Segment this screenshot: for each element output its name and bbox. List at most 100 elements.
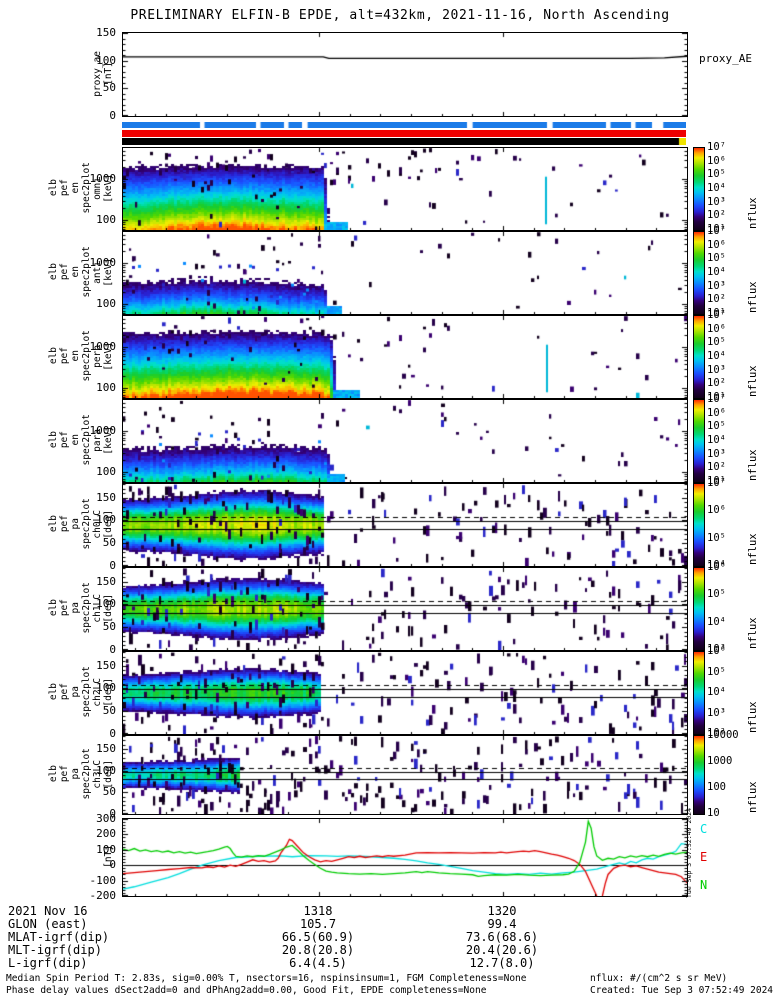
ylabel-word: elb	[48, 263, 59, 281]
colorbar-label-pa-ch2: nflux	[747, 701, 759, 733]
colorbar-ticks-en-anti: 10⁷ 10⁶ 10⁵ 10⁴ 10³ 10² 10¹	[707, 226, 753, 319]
ytick-label: 0	[109, 559, 116, 572]
colorbar-tick-label: 10³	[707, 363, 726, 376]
colorbar-tick-label: 10¹	[707, 475, 726, 487]
colorbar-tick-label: 10⁷	[707, 393, 726, 405]
colorbar-tick-label: 10⁷	[707, 225, 726, 237]
axis-row-label: 2021 Nov 16	[8, 904, 88, 918]
ytick-label: 100	[96, 465, 116, 479]
ytick-label: 50	[102, 620, 116, 634]
ytick-label: 100	[96, 681, 116, 695]
yticks-pa-ch2: 0 50 100 150	[74, 651, 118, 739]
axis-value: 6.4(4.5)	[289, 956, 347, 970]
ytick-label: 100	[96, 597, 116, 611]
colorbar-tick-label: 10⁴	[707, 434, 726, 446]
ytick-label: 1000	[89, 172, 117, 186]
ylabel-word: pef	[59, 347, 70, 365]
ytick-label: 1000	[89, 340, 117, 354]
colorbar-label-en-para: nflux	[747, 449, 759, 481]
colorbar-tick-label: 10⁴	[707, 559, 726, 571]
ytick-label: 0	[109, 727, 116, 740]
colorbar-ticks-pa-ch3: 10000 1000 100 10	[707, 730, 753, 819]
ytick-label: 100	[96, 763, 116, 777]
colorbar-tick-label: 10⁵	[707, 588, 726, 601]
ytick-label: 100	[96, 297, 116, 311]
plot-bfield	[122, 818, 688, 897]
footer-phase-delay: Phase delay values dSect2add=0 and dPhAn…	[6, 985, 487, 996]
colorbar-tick-label: 10²	[707, 293, 726, 306]
colorbar-tick-label: 10⁶	[707, 561, 726, 573]
ylabel-word: pef	[59, 683, 70, 701]
ylabel-word: pef	[59, 765, 70, 783]
proxy-ae-canvas	[123, 33, 687, 116]
spectrogram-pa-ch2	[122, 651, 688, 735]
colorbar-pa-ch0	[693, 483, 705, 567]
ytick-label: 1000	[89, 256, 117, 270]
axis-row-mlt: MLT-igrf(dip) 20.8(20.8) 20.4(20.6)	[0, 944, 775, 957]
colorbar-ticks-pa-ch2: 10⁶ 10⁵ 10⁴ 10³ 10²	[707, 646, 753, 739]
colorbar-en-omni	[693, 147, 705, 231]
colorbar-tick-label: 10⁴	[707, 266, 726, 278]
ytick-label: 150	[96, 574, 116, 588]
colorbar-ticks-en-omni: 10⁷ 10⁶ 10⁵ 10⁴ 10³ 10² 10¹	[707, 142, 753, 235]
ytick-label: 50	[102, 785, 116, 799]
axis-value: 66.5(60.9)	[281, 930, 355, 944]
yticks-en-perp: 100 1000	[74, 315, 118, 397]
axis-row-label: MLAT-igrf(dip)	[8, 930, 110, 944]
axis-tick-1318: 1318	[303, 904, 333, 918]
colorbar-tick-label: 10⁷	[707, 309, 726, 321]
ytick-label: 150	[96, 490, 116, 504]
colorbar-en-para	[693, 399, 705, 483]
colorbar-tick-label: 10³	[707, 279, 726, 292]
ytick-label: 50	[102, 81, 116, 95]
spectrogram-en-omni	[122, 147, 688, 231]
ylabel-word: pef	[59, 599, 70, 617]
plot-title: PRELIMINARY ELFIN-B EPDE, alt=432km, 202…	[130, 8, 670, 23]
colorbar-tick-label: 10⁵	[707, 420, 726, 433]
colorbar-tick-label: 10²	[707, 727, 726, 739]
yticks-proxy-ae: 0 50 100 150	[74, 27, 118, 121]
colorbar-tick-label: 10⁵	[707, 665, 726, 678]
ytick-label: 100	[96, 513, 116, 527]
en-anti-canvas	[123, 232, 687, 314]
status-bar-blue-canvas	[122, 122, 686, 128]
colorbar-tick-label: 10⁶	[707, 154, 726, 167]
colorbar-label-en-perp: nflux	[747, 365, 759, 397]
colorbar-pa-ch3	[693, 735, 705, 815]
colorbar-tick-label: 10¹	[707, 223, 726, 235]
colorbar-tick-label: 10	[707, 807, 720, 819]
ytick-label: 150	[96, 26, 116, 39]
axis-tick-1320: 1320	[487, 904, 517, 918]
ytick-label: 150	[96, 742, 116, 755]
ylabel-word: elb	[48, 179, 59, 197]
colorbar-en-perp	[693, 315, 705, 399]
footer-spin-period: Median Spin Period T: 2.83s, sig=0.00% T…	[6, 973, 527, 984]
axis-value: 105.7	[299, 917, 337, 931]
creation-date-sidebar: Tue Sep 3 07:52:49 2024	[685, 807, 693, 898]
yticks-pa-ch3: 0 50 100 150	[74, 735, 118, 819]
bfield-canvas	[123, 819, 687, 896]
colorbar-label-en-omni: nflux	[747, 197, 759, 229]
axis-row-time: 2021 Nov 16 1318 1320	[0, 905, 775, 918]
colorbar-tick-label: 10⁶	[707, 645, 726, 657]
ytick-label: 50	[102, 704, 116, 718]
axis-value: 73.6(68.6)	[465, 930, 539, 944]
colorbar-label-pa-ch1: nflux	[747, 617, 759, 649]
ytick-label: 100	[96, 213, 116, 227]
colorbar-tick-label: 10⁴	[707, 615, 726, 628]
colorbar-pa-ch2	[693, 651, 705, 735]
ylabel-word: elb	[48, 599, 59, 617]
axis-row-mlat: MLAT-igrf(dip) 66.5(60.9) 73.6(68.6)	[0, 931, 775, 944]
ytick-label: 100	[96, 381, 116, 395]
colorbar-label-pa-ch0: nflux	[747, 533, 759, 565]
ytick-label: 50	[102, 536, 116, 550]
status-bar-red-canvas	[122, 130, 686, 137]
colorbar-ticks-pa-ch0: 10⁷ 10⁶ 10⁵ 10⁴	[707, 478, 753, 571]
ylabel-word: pef	[59, 179, 70, 197]
legend-n: N	[700, 878, 708, 892]
colorbar-tick-label: 10³	[707, 706, 726, 719]
colorbar-ticks-en-para: 10⁷ 10⁶ 10⁵ 10⁴ 10³ 10² 10¹	[707, 394, 753, 487]
colorbar-tick-label: 100	[707, 781, 726, 793]
yticks-en-omni: 100 1000	[74, 147, 118, 229]
